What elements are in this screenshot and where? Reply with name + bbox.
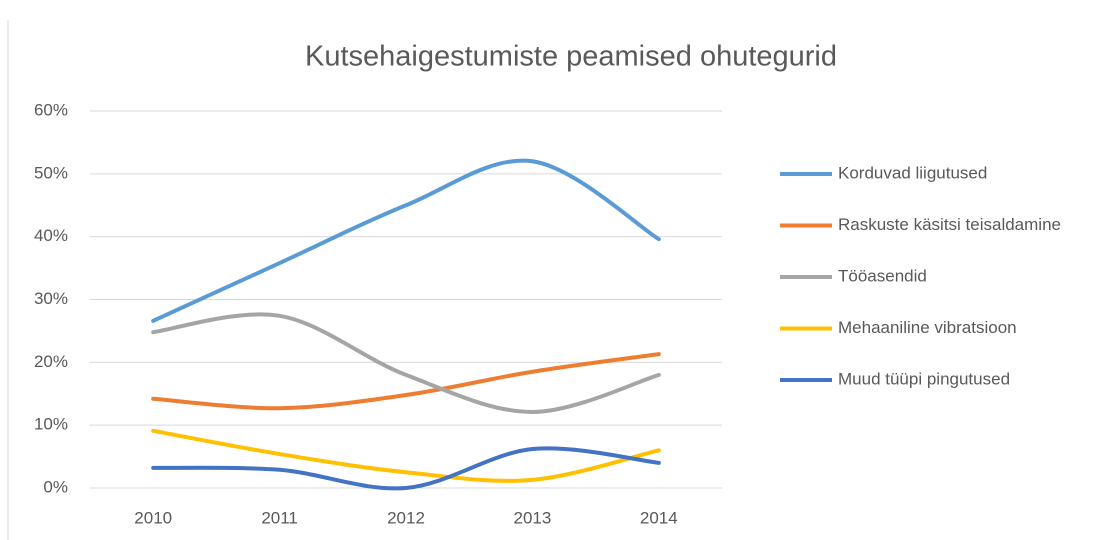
x-tick-label: 2013 (513, 508, 551, 527)
legend-label: Mehaaniline vibratsioon (838, 318, 1017, 337)
y-tick-label: 30% (34, 289, 68, 308)
y-tick-label: 0% (43, 477, 68, 496)
y-tick-label: 50% (34, 163, 68, 182)
series-line (151, 158, 661, 323)
x-tick-label: 2014 (640, 508, 678, 527)
series-line (151, 428, 661, 483)
y-tick-label: 20% (34, 352, 68, 371)
chart-title: Kutsehaigestumiste peamised ohutegurid (305, 41, 837, 73)
x-tick-label: 2010 (134, 508, 172, 527)
legend-label: Raskuste käsitsi teisaldamine (838, 215, 1061, 234)
y-tick-label: 40% (34, 226, 68, 245)
series-line (151, 352, 661, 411)
y-tick-label: 60% (34, 100, 68, 119)
series-line (151, 312, 661, 414)
series-line (151, 446, 661, 491)
legend-label: Tööasendid (838, 266, 927, 285)
x-tick-label: 2012 (387, 508, 425, 527)
x-tick-label: 2011 (261, 508, 298, 527)
y-tick-label: 10% (34, 415, 68, 434)
legend-label: Korduvad liigutused (838, 163, 987, 182)
legend-label: Muud tüüpi pingutused (838, 369, 1010, 388)
